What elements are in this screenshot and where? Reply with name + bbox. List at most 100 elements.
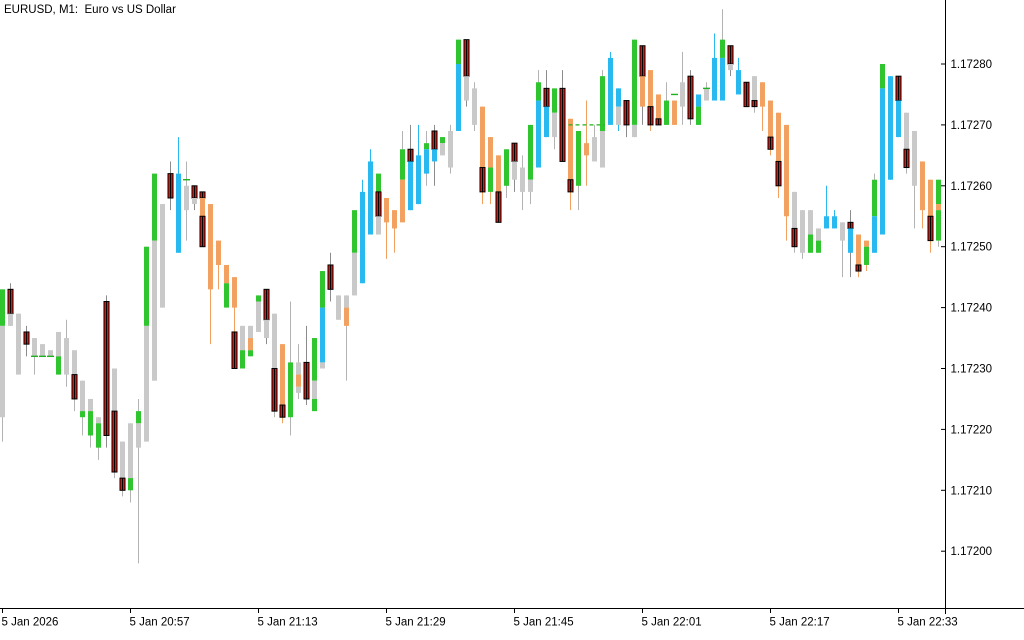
candle-body-G (256, 295, 261, 302)
candle-body-S (448, 130, 453, 168)
candle-body-S (256, 301, 261, 332)
candle-body-B (320, 307, 325, 363)
candle-body-S (336, 295, 341, 320)
candle-body-O (856, 234, 861, 265)
candle-body-S (88, 398, 93, 412)
candle-body-B (736, 70, 741, 95)
candle-body-O (584, 143, 589, 156)
candle-body-G (352, 210, 357, 253)
candle-body-O (248, 338, 253, 351)
candle-body-S (792, 191, 797, 229)
candle-body-G (808, 234, 813, 253)
x-axis-label: 5 Jan 2026 (2, 617, 59, 629)
y-axis-label: 1.17270 (951, 120, 993, 132)
candle-body-S (152, 240, 157, 381)
candle-body-O (920, 161, 925, 211)
candle-body-O (656, 94, 661, 119)
chart-title: EURUSD, M1: Euro vs US Dollar (4, 4, 176, 16)
candle-body-S (296, 362, 301, 375)
candle-body-S (80, 380, 85, 412)
candle-body-G (88, 411, 93, 436)
candle-body-G (456, 39, 461, 64)
candle-body-O (344, 307, 349, 326)
candle-body-G (312, 338, 317, 381)
y-axis-label: 1.17230 (951, 364, 993, 376)
candle-body-S (264, 319, 269, 339)
x-axis-label: 5 Jan 22:33 (898, 617, 958, 629)
candle-body-G (504, 149, 509, 186)
candle-body-B (880, 88, 885, 235)
candle-body-G (144, 246, 149, 326)
candle-body-S (680, 82, 685, 107)
candle-body-S (600, 130, 605, 168)
candle-body-O (480, 106, 485, 168)
candle-body-B (872, 216, 877, 253)
candle-body-B (696, 94, 701, 107)
candle-body-G (136, 411, 141, 424)
candle-body-B (608, 57, 613, 125)
candle-body-G (376, 173, 381, 192)
candle-body-B (360, 191, 365, 284)
y-axis-label: 1.17240 (951, 303, 993, 315)
candle-body-G (224, 283, 229, 308)
candle-body-S (144, 325, 149, 442)
candle-body-S (0, 325, 5, 418)
candle-body-O (384, 197, 389, 223)
candle-body-O (672, 100, 677, 125)
candle-body-B (544, 106, 549, 138)
candle-body-S (64, 338, 69, 375)
candle-body-S (248, 325, 253, 339)
candle-body-G (400, 149, 405, 180)
candle-body-G (248, 350, 253, 357)
candle-body-O (496, 155, 501, 192)
candle-body-S (472, 88, 477, 125)
candle-body-S (48, 350, 53, 357)
candle-body-S (8, 313, 13, 326)
candle-body-O (648, 70, 653, 107)
candle-body-S (912, 130, 917, 186)
candle-body-G (720, 39, 725, 58)
candle-body-S (56, 331, 61, 357)
candle-body-S (240, 325, 245, 351)
candle-body-G (600, 76, 605, 131)
candle-body-S (512, 161, 517, 180)
candle-body-B (848, 228, 853, 253)
candle-body-B (368, 161, 373, 235)
candle-body-O (776, 112, 781, 162)
candle-body-B (416, 155, 421, 205)
candle-body-O (216, 240, 221, 265)
candle-body-O (928, 179, 933, 217)
candle-body-G (528, 124, 533, 180)
candle-body-B (536, 100, 541, 168)
candle-body-G (552, 88, 557, 113)
candle-body-S (112, 368, 117, 412)
candle-body-S (96, 417, 101, 424)
candle-body-S (808, 210, 813, 235)
candle-body-O (280, 344, 285, 406)
candle-body-G (320, 271, 325, 308)
candle-body-B (824, 216, 829, 229)
candle-body-B (720, 57, 725, 101)
candle-body-O (208, 204, 213, 290)
candle-body-O (224, 264, 229, 284)
candle-body-S (728, 64, 733, 71)
candle-body-S (816, 228, 821, 241)
candle-body-S (184, 185, 189, 211)
candle-body-S (16, 313, 21, 375)
candle-body-G (488, 167, 493, 192)
candle-body-S (840, 222, 845, 241)
candle-body-B (712, 57, 717, 101)
candle-body-S (128, 423, 133, 479)
candle-body-O (232, 277, 237, 308)
candle-body-S (136, 423, 141, 448)
y-axis-label: 1.17200 (951, 546, 993, 558)
candle-body-G (56, 356, 61, 375)
candle-body-B (616, 88, 621, 107)
candle-body-S (72, 350, 77, 375)
candle-body-O (768, 100, 773, 138)
candle-body-G (424, 143, 429, 150)
candle-body-B (456, 64, 461, 131)
x-axis-label: 5 Jan 22:01 (642, 617, 702, 629)
candle-body-G (696, 106, 701, 125)
